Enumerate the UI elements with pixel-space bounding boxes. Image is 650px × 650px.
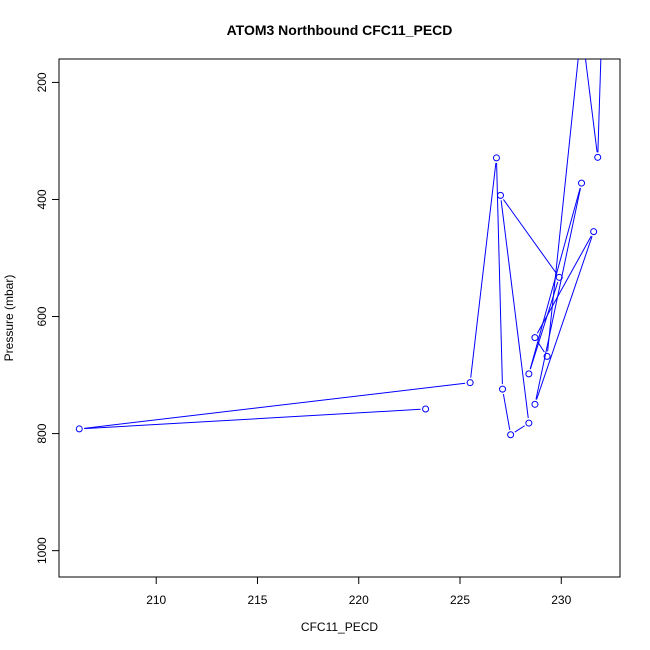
series-line-segment bbox=[502, 393, 511, 430]
y-tick-label: 600 bbox=[35, 306, 49, 326]
x-axis-label: CFC11_PECD bbox=[301, 620, 378, 634]
data-point bbox=[75, 425, 83, 433]
data-point bbox=[525, 419, 533, 427]
series-line-segment bbox=[547, 59, 579, 352]
data-point bbox=[466, 379, 474, 387]
series-line-segment bbox=[597, 59, 602, 153]
series-line-segment bbox=[537, 341, 545, 353]
data-point bbox=[531, 400, 539, 408]
series-line-segment bbox=[84, 382, 466, 429]
series-line-segment bbox=[514, 425, 525, 433]
data-point bbox=[499, 385, 507, 393]
series-line-segment bbox=[470, 162, 497, 378]
y-tick-label: 800 bbox=[35, 423, 49, 443]
data-point bbox=[497, 191, 505, 199]
data-point bbox=[579, 24, 585, 30]
chart-title: ATOM3 Northbound CFC11_PECD bbox=[227, 22, 453, 38]
series-line-segment bbox=[536, 236, 593, 400]
y-tick-label: 200 bbox=[35, 72, 49, 92]
x-tick-label: 210 bbox=[146, 593, 166, 607]
series-line-segment bbox=[84, 408, 421, 430]
series-line-segment bbox=[536, 235, 592, 334]
series-line-segment bbox=[503, 199, 557, 274]
y-axis-label: Pressure (mbar) bbox=[2, 275, 16, 362]
plot-frame bbox=[58, 58, 621, 578]
data-point bbox=[507, 431, 515, 439]
x-tick-label: 220 bbox=[349, 593, 369, 607]
y-tick-label: 400 bbox=[35, 189, 49, 209]
x-axis: 210 215 220 225 230 bbox=[146, 577, 572, 607]
series-line-segment bbox=[500, 200, 529, 419]
data-point bbox=[492, 154, 500, 162]
data-point bbox=[578, 179, 586, 187]
series-line-segment bbox=[585, 59, 598, 153]
data-point bbox=[531, 334, 539, 342]
data-point bbox=[594, 153, 602, 161]
series-line-segment bbox=[496, 162, 503, 385]
data-point bbox=[590, 228, 598, 236]
data-point bbox=[525, 370, 533, 378]
series-layer bbox=[75, 24, 605, 439]
data-point bbox=[555, 273, 563, 281]
x-tick-label: 225 bbox=[450, 593, 470, 607]
data-point bbox=[599, 27, 605, 33]
x-tick-label: 215 bbox=[247, 593, 267, 607]
data-point bbox=[543, 352, 551, 360]
x-tick-label: 230 bbox=[551, 593, 571, 607]
data-point bbox=[422, 405, 430, 413]
y-tick-label: 1000 bbox=[35, 537, 49, 564]
series-line-segment bbox=[535, 187, 581, 400]
y-axis: 200 400 600 800 1000 bbox=[35, 72, 59, 564]
